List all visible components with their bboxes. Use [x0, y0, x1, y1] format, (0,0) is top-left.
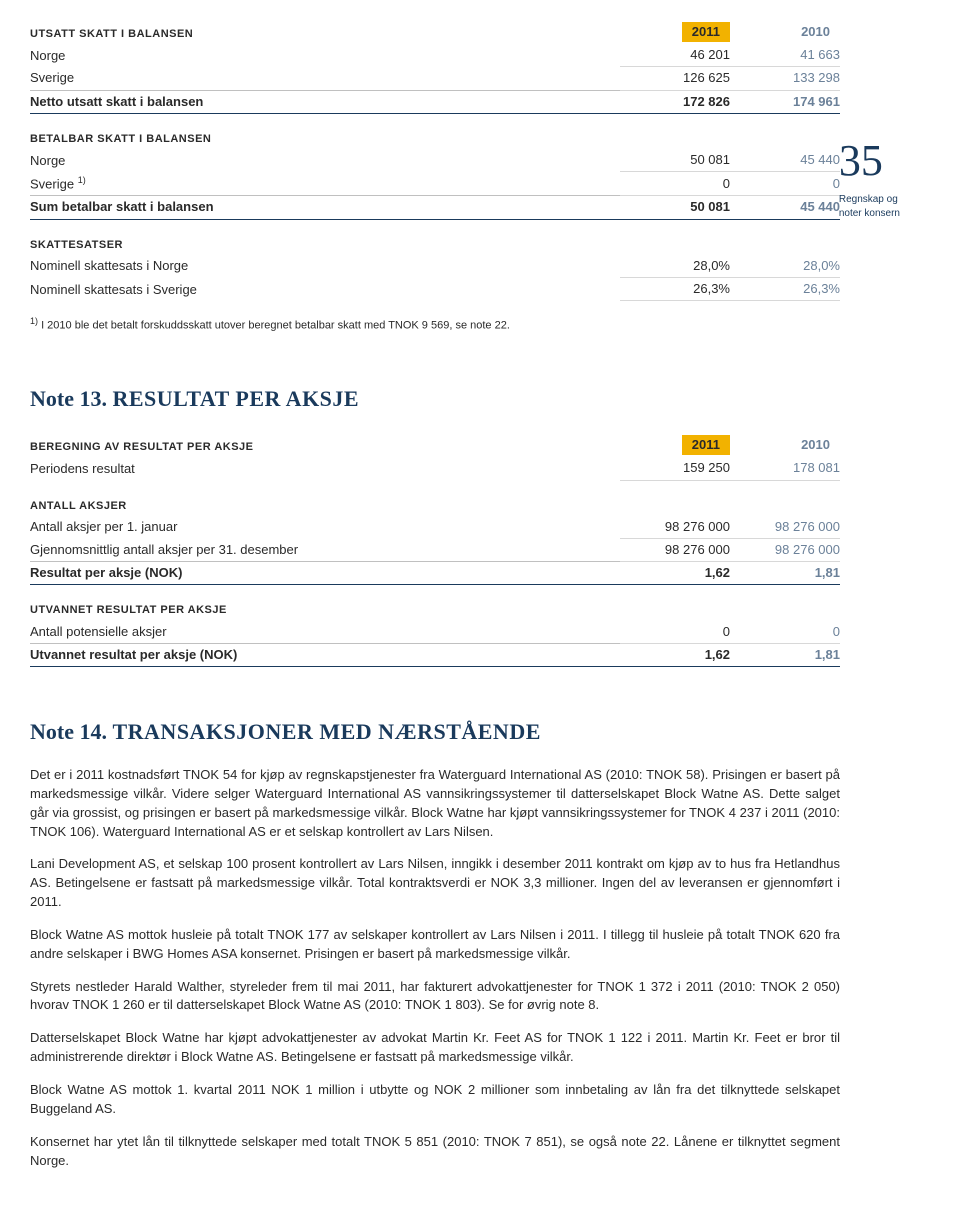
- utsatt-skatt-header: UTSATT SKATT I BALANSEN: [30, 20, 620, 44]
- note-13-title: Note 13. RESULTAT PER AKSJE: [30, 384, 840, 415]
- betalbar-skatt-header: BETALBAR SKATT I BALANSEN: [30, 130, 620, 149]
- table-total-row: Sum betalbar skatt i balansen 50 081 45 …: [30, 196, 840, 219]
- skattesatser-table: SKATTESATSER Nominell skattesats i Norge…: [30, 236, 840, 302]
- year-2010: 2010: [791, 22, 840, 42]
- note14-p7: Konsernet har ytet lån til tilknyttede s…: [30, 1133, 840, 1171]
- table-total-row: Netto utsatt skatt i balansen 172 826 17…: [30, 90, 840, 113]
- note-14-title: Note 14. TRANSAKSJONER MED NÆRSTÅENDE: [30, 717, 840, 748]
- note13-antall-table: ANTALL AKSJER Antall aksjer per 1. janua…: [30, 497, 840, 586]
- table-row: Gjennomsnittlig antall aksjer per 31. de…: [30, 539, 840, 562]
- page-number-block: 35 Regnskap og noter konsern: [839, 130, 900, 220]
- table-row: Periodens resultat 159 250 178 081: [30, 457, 840, 480]
- page-number: 35: [839, 130, 900, 192]
- table-row: Antall aksjer per 1. januar 98 276 000 9…: [30, 516, 840, 539]
- table-total-row: Utvannet resultat per aksje (NOK) 1,62 1…: [30, 644, 840, 667]
- note13-beregning-table: BEREGNING AV RESULTAT PER AKSJE 2011 201…: [30, 433, 840, 480]
- utvannet-header: UTVANNET RESULTAT PER AKSJE: [30, 601, 620, 620]
- utsatt-skatt-table: UTSATT SKATT I BALANSEN 2011 2010 Norge …: [30, 20, 840, 114]
- page-subtitle-1: Regnskap og: [839, 194, 900, 206]
- betalbar-skatt-table: BETALBAR SKATT I BALANSEN Norge 50 081 4…: [30, 130, 840, 220]
- page-subtitle-2: noter konsern: [839, 208, 900, 220]
- note14-p5: Datterselskapet Block Watne har kjøpt ad…: [30, 1029, 840, 1067]
- table-row: Sverige 1) 0 0: [30, 172, 840, 196]
- note14-p4: Styrets nestleder Harald Walther, styrel…: [30, 978, 840, 1016]
- beregning-header: BEREGNING AV RESULTAT PER AKSJE: [30, 433, 620, 457]
- note14-p3: Block Watne AS mottok husleie på totalt …: [30, 926, 840, 964]
- year-2011: 2011: [682, 22, 730, 42]
- table-row: Antall potensielle aksjer 0 0: [30, 621, 840, 644]
- table-row: Sverige 126 625 133 298: [30, 67, 840, 90]
- note14-p6: Block Watne AS mottok 1. kvartal 2011 NO…: [30, 1081, 840, 1119]
- table-row: Nominell skattesats i Sverige 26,3% 26,3…: [30, 278, 840, 301]
- note13-utvannet-table: UTVANNET RESULTAT PER AKSJE Antall poten…: [30, 601, 840, 667]
- table-total-row: Resultat per aksje (NOK) 1,62 1,81: [30, 562, 840, 585]
- table-row: Norge 46 201 41 663: [30, 44, 840, 67]
- document-content: UTSATT SKATT I BALANSEN 2011 2010 Norge …: [30, 20, 840, 1170]
- skattesatser-header: SKATTESATSER: [30, 236, 620, 255]
- antall-header: ANTALL AKSJER: [30, 497, 620, 516]
- footnote: 1) I 2010 ble det betalt forskuddsskatt …: [30, 315, 840, 334]
- table-row: Norge 50 081 45 440: [30, 149, 840, 172]
- note14-p2: Lani Development AS, et selskap 100 pros…: [30, 855, 840, 912]
- note14-p1: Det er i 2011 kostnadsført TNOK 54 for k…: [30, 766, 840, 841]
- table-row: Nominell skattesats i Norge 28,0% 28,0%: [30, 255, 840, 278]
